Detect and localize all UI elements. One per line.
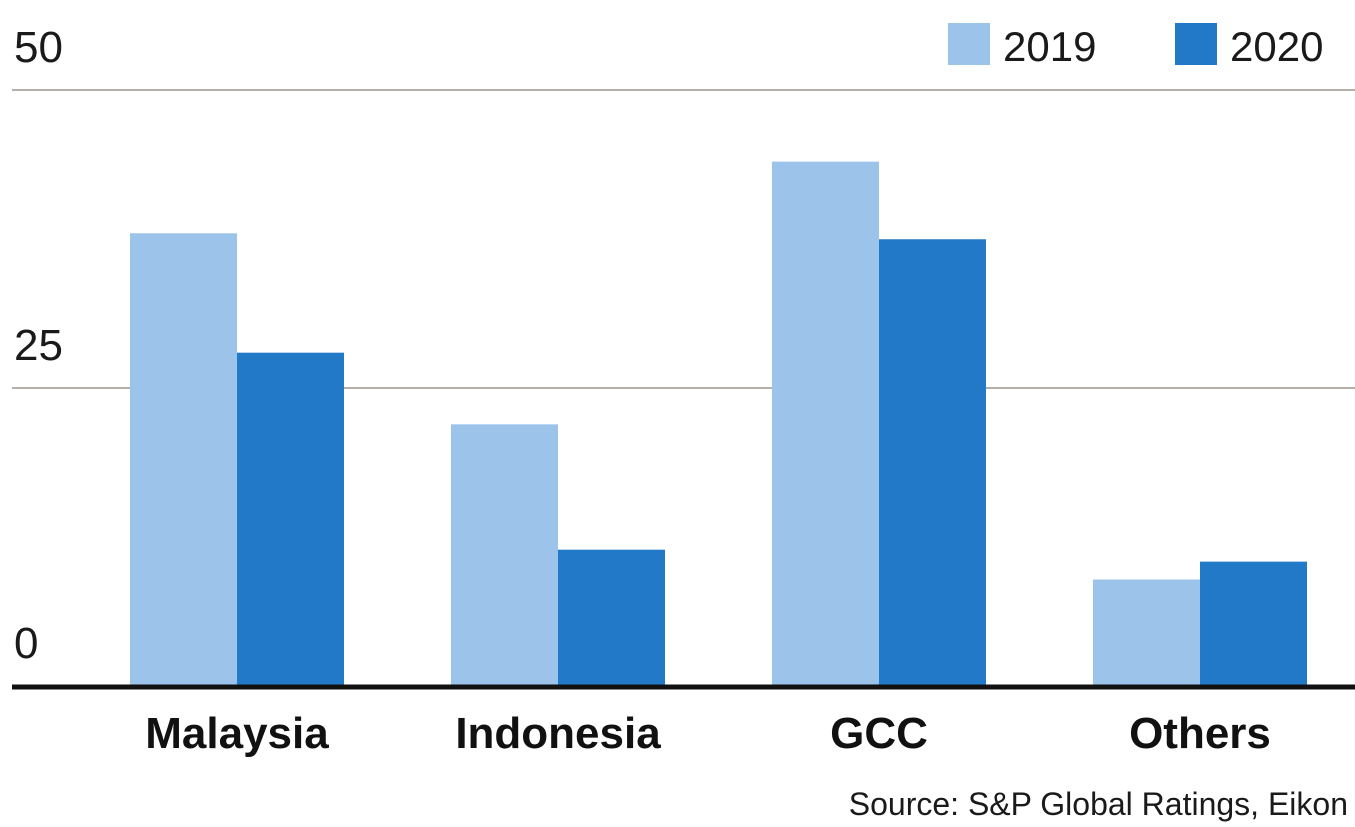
bar-malaysia-2019	[130, 233, 237, 687]
category-label-indonesia: Indonesia	[455, 709, 661, 758]
y-tick-labels: 50 25 0	[14, 23, 63, 668]
y-tick-0: 0	[14, 619, 38, 668]
bar-others-2019	[1093, 579, 1200, 687]
category-label-gcc: GCC	[830, 709, 928, 758]
legend-label-2019: 2019	[1003, 23, 1096, 70]
bar-gcc-2019	[772, 161, 879, 687]
bars	[130, 161, 1307, 687]
legend: 2019 2020	[948, 23, 1323, 70]
y-tick-50: 50	[14, 23, 63, 72]
bar-indonesia-2020	[558, 549, 665, 687]
category-label-malaysia: Malaysia	[145, 709, 329, 758]
source-note: Source: S&P Global Ratings, Eikon	[849, 786, 1348, 822]
category-label-others: Others	[1129, 709, 1271, 758]
bar-gcc-2020	[879, 239, 986, 687]
y-tick-25: 25	[14, 321, 63, 370]
legend-label-2020: 2020	[1230, 23, 1323, 70]
legend-swatch-2019	[948, 23, 990, 65]
bar-malaysia-2020	[237, 352, 344, 687]
legend-swatch-2020	[1175, 23, 1217, 65]
bar-indonesia-2019	[451, 424, 558, 687]
bar-others-2020	[1200, 561, 1307, 687]
category-labels: Malaysia Indonesia GCC Others	[145, 709, 1271, 758]
